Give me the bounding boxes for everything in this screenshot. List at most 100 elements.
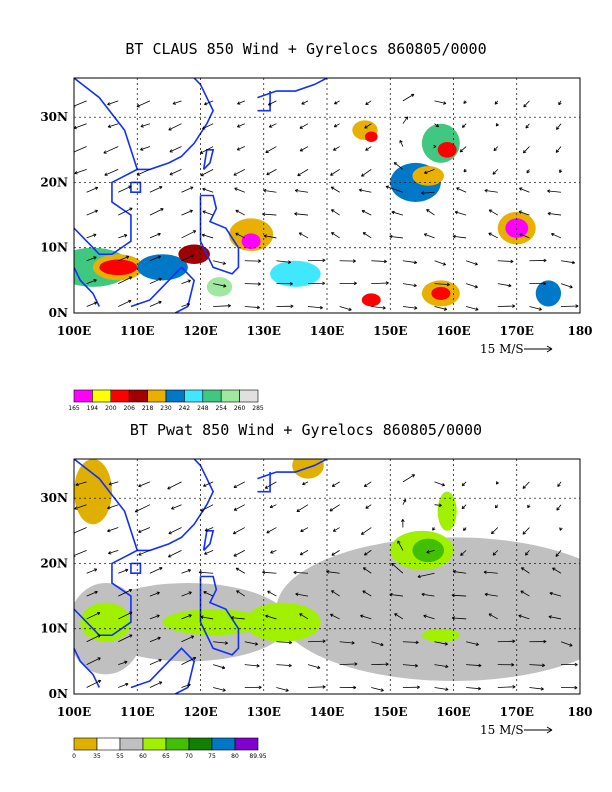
wind-arrow [519,187,530,193]
wind-arrow [459,146,467,153]
colorbar-label: 200 [105,405,117,412]
wind-arrow [298,232,309,239]
coastline [257,78,328,99]
wind-arrow [308,258,326,263]
wind-arrow [529,687,544,691]
wind-arrow [118,611,133,620]
shade-blob [292,459,324,479]
wind-arrow [203,591,214,597]
gridlines [74,459,580,694]
y-tick-label: 20N [40,556,68,570]
x-tick-label: 120E [183,705,217,719]
chart-title-bottom: BT Pwat 850 Wind + Gyrelocs 860805/0000 [129,421,483,439]
coastline [257,91,271,112]
wind-arrow [525,123,530,129]
wind-arrow [204,527,214,532]
shade-blob [270,260,321,287]
x-tick-label: 170E [500,324,534,338]
y-tick-label: 0N [49,306,68,320]
wind-arrow [299,550,309,556]
colorbar-label: 75 [208,753,216,760]
wind-arrow [104,169,119,176]
colorbar-label: 194 [87,405,99,412]
wind-arrow [483,570,498,575]
colorbar-label: 230 [160,405,172,412]
colorbar-swatch [234,737,259,751]
wind-arrow [529,306,542,311]
wind-arrow [331,590,340,597]
wind-arrow [269,504,277,509]
wind-arrow [237,100,245,105]
wind-arrow [149,681,163,688]
colorbar-swatch [92,389,112,403]
wind-arrow [561,685,578,690]
wind-arrow [301,100,309,105]
panel-2: 100E 110E 120E 130E 140E 150E 160E 170E 180 0N 10N… [40,458,593,760]
coastline [74,266,101,307]
wind-arrow [86,301,98,307]
wind-arrow [561,304,579,308]
colorbar-swatch [142,737,167,751]
wind-arrow [167,550,182,558]
wind-arrow [74,169,87,175]
x-tick-label: 110E [120,324,154,338]
wind-arrow [263,234,277,239]
wind-arrow [213,260,226,265]
y-tick-label: 10N [40,241,68,255]
wind-arrow [203,481,214,487]
wind-arrow [358,188,372,193]
wind-arrow [168,527,182,535]
wind-arrow [107,504,119,510]
wind-arrow [494,504,499,509]
wind-arrow [74,550,87,557]
shade-blob [361,293,381,307]
x-tick-label: 100E [57,705,91,719]
wind-arrow [523,100,530,108]
wind-arrow [365,100,372,105]
wind-arrow [108,481,119,486]
vector-reference-label: 15 M/S [480,723,524,737]
wind-arrow [434,503,442,508]
shade-blob [74,459,112,525]
wind-arrow [235,209,245,216]
coastline [130,181,142,194]
wind-arrow [233,169,245,176]
wind-arrow [302,481,309,486]
wind-arrow [181,614,192,620]
wind-arrow [552,567,562,574]
wind-arrow [423,233,435,239]
wind-arrow [491,527,499,535]
shade-blob [241,233,261,250]
wind-arrow [339,259,356,263]
wind-arrow [233,504,245,511]
wind-arrow [307,664,321,670]
wind-arrow [244,664,260,668]
wind-arrow [244,641,259,646]
wind-arrow [294,212,309,216]
wind-arrow [339,641,355,645]
x-tick-label: 120E [183,324,217,338]
wind-arrow [263,188,277,193]
colorbar-swatch [211,737,236,751]
wind-arrow [362,232,372,239]
panel-1: 100E 110E 120E 130E 140E 150E 160E 170E 180 0N 10N… [40,77,593,412]
shaded-field [74,459,580,681]
wind-arrow [399,139,404,147]
x-tick-label: 140E [310,705,344,719]
colorbar-swatch [239,389,259,403]
wind-arrow [181,683,191,688]
shade-blob [437,141,457,158]
wind-arrow [181,635,195,643]
wind-arrow [371,641,384,647]
wind-arrow [107,100,119,106]
wind-arrow [236,123,245,128]
plot-frame [73,458,581,695]
wind-arrow [421,191,435,195]
wind-arrow [434,481,445,487]
wind-arrow [138,550,151,556]
x-tick-label: 110E [120,705,154,719]
wind-arrow [371,281,389,285]
wind-arrow [149,658,162,665]
wind-arrow [276,687,289,692]
wind-arrow [360,614,372,620]
